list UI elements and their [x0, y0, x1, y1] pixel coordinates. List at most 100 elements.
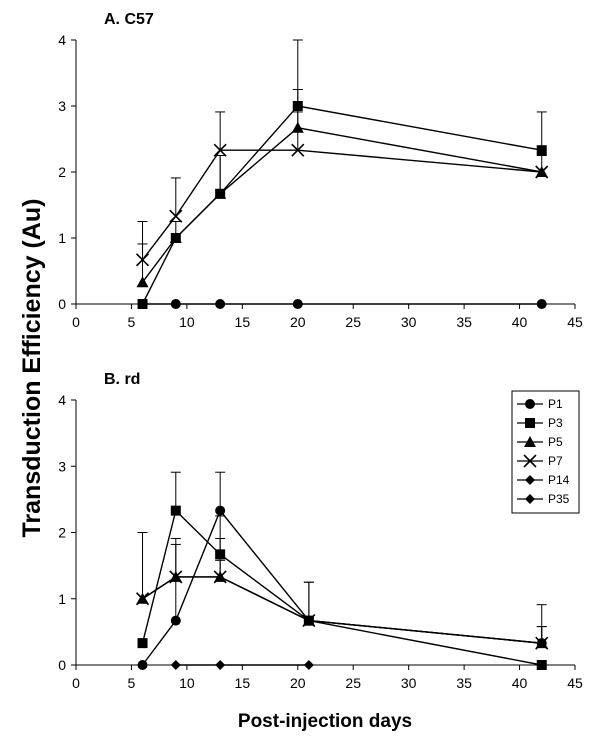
legend-item: P3: [517, 416, 563, 430]
panel-title: A. C57: [104, 11, 154, 28]
series-line: [141, 509, 542, 666]
x-tick-label: 45: [567, 675, 583, 691]
data-point: [137, 660, 148, 670]
x-tick-label: 15: [235, 675, 251, 691]
data-point: [302, 614, 316, 628]
legend-label: P5: [548, 435, 563, 449]
series-p7: [135, 559, 549, 650]
data-point: [536, 299, 547, 309]
legend-marker: [525, 494, 535, 504]
legend-label: P14: [548, 473, 570, 487]
legend-label: P1: [548, 397, 563, 411]
y-tick-label: 1: [58, 230, 66, 246]
series-p14: [170, 660, 314, 670]
series-p3: [137, 471, 547, 670]
x-tick-label: 5: [128, 675, 136, 691]
series-line: [141, 509, 542, 666]
x-tick-label: 15: [235, 314, 251, 330]
data-point: [170, 299, 181, 309]
legend-item: P14: [517, 473, 570, 487]
legend-item: P35: [517, 492, 570, 506]
series-p5: [136, 532, 548, 649]
x-tick-label: 25: [345, 314, 361, 330]
series-line: [142, 576, 542, 644]
data-point: [169, 209, 183, 223]
legend-label: P7: [548, 454, 563, 468]
data-point: [135, 592, 150, 606]
data-point: [535, 636, 549, 650]
x-tick-label: 45: [567, 314, 583, 330]
series-line: [141, 149, 542, 261]
x-tick-label: 35: [456, 675, 472, 691]
data-point: [136, 276, 149, 288]
legend-marker: [523, 454, 537, 468]
y-axis-title: Transduction Efficiency (Au): [18, 199, 46, 538]
y-tick-label: 4: [58, 392, 66, 408]
data-point: [137, 299, 148, 309]
legend-marker: [524, 436, 536, 447]
data-point: [535, 165, 549, 179]
y-tick-label: 3: [58, 458, 66, 474]
series-p1: [137, 299, 547, 309]
data-point: [169, 570, 183, 584]
data-point: [215, 660, 226, 670]
series-p7: [135, 111, 549, 267]
legend-marker: [525, 418, 535, 428]
panel-title: B. rd: [104, 371, 140, 388]
series-line: [141, 127, 542, 283]
legend-item: P5: [517, 435, 563, 449]
x-tick-label: 10: [179, 675, 195, 691]
legend-marker: [525, 475, 535, 485]
panel-a: 0 5 10 15 20 25 30 35 40 45 0 1 2 3 4 A. C57: [58, 11, 583, 330]
x-tick-label: 30: [401, 675, 417, 691]
data-point: [214, 187, 227, 199]
series-p1: [137, 471, 547, 670]
data-point: [213, 570, 227, 584]
series-p5: [136, 89, 548, 288]
legend-box: [511, 390, 580, 514]
data-point: [536, 660, 547, 670]
data-point: [292, 299, 303, 309]
series-line: [142, 576, 542, 644]
x-tick-label: 0: [72, 314, 80, 330]
data-point: [213, 143, 227, 157]
x-tick-label: 40: [512, 314, 528, 330]
y-tick-label: 2: [58, 525, 66, 541]
x-tick-label: 20: [290, 314, 306, 330]
x-tick-label: 35: [456, 314, 472, 330]
data-point: [303, 660, 314, 670]
data-point: [215, 299, 226, 309]
data-point: [169, 232, 182, 243]
y-tick-label: 0: [58, 296, 66, 312]
legend-item: P1: [517, 397, 563, 411]
x-tick-label: 40: [512, 675, 528, 691]
x-tick-label: 20: [290, 675, 306, 691]
data-point: [170, 505, 181, 516]
x-tick-label: 0: [72, 675, 80, 691]
data-point: [170, 660, 181, 670]
x-tick-label: 5: [128, 314, 136, 330]
data-point: [215, 505, 226, 516]
y-tick-label: 3: [58, 98, 66, 114]
y-tick-label: 4: [58, 32, 66, 48]
data-point: [135, 253, 150, 267]
y-tick-label: 1: [58, 591, 66, 607]
legend-item: P7: [517, 454, 563, 468]
legend-marker: [525, 399, 535, 409]
y-tick-label: 0: [58, 657, 66, 673]
data-point: [291, 143, 305, 157]
legend-label: P3: [548, 416, 563, 430]
x-tick-label: 10: [179, 314, 195, 330]
panel-b: 0 5 10 15 20 25 30 35 40 45 0 1 2 3 4 B. rd: [58, 371, 583, 691]
legend: P1 P3 P5 P7 P14 P35: [511, 390, 580, 514]
series-p3: [137, 39, 547, 309]
x-tick-label: 30: [401, 314, 417, 330]
x-tick-label: 25: [345, 675, 361, 691]
y-tick-label: 2: [58, 164, 66, 180]
data-point: [170, 615, 181, 626]
legend-label: P35: [548, 492, 570, 506]
data-point: [536, 145, 547, 156]
x-axis-title: Post-injection days: [238, 711, 412, 732]
data-point: [137, 638, 148, 649]
